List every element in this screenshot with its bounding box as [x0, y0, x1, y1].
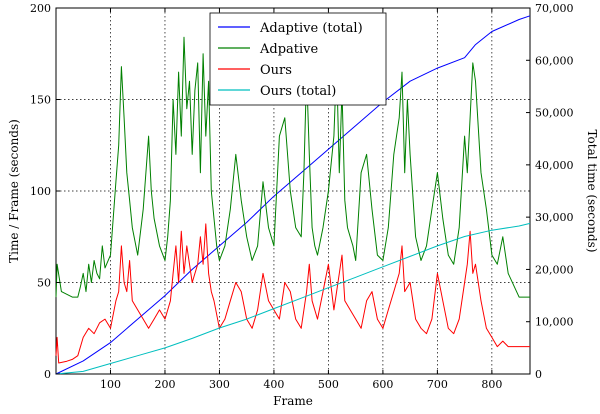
x-tick-label: 200	[154, 378, 175, 391]
x-tick-label: 800	[481, 378, 502, 391]
y-axis-label-right: Total time (seconds)	[585, 129, 599, 252]
y-axis-label-left: Time / Frame (seconds)	[7, 119, 21, 263]
series-line-ours-total	[55, 222, 531, 375]
y-tick-label-right: 40,000	[535, 159, 574, 172]
y-tick-label-right: 20,000	[535, 263, 574, 276]
y-tick-label-right: 50,000	[535, 107, 574, 120]
x-tick-label: 100	[100, 378, 121, 391]
x-tick-label: 400	[263, 378, 284, 391]
legend-label: Ours (total)	[260, 84, 336, 99]
x-tick-label: 600	[372, 378, 393, 391]
series-line-ours	[55, 223, 530, 364]
y-tick-label-left: 0	[44, 368, 51, 381]
x-axis-label: Frame	[273, 394, 313, 408]
y-tick-label-left: 150	[30, 94, 51, 107]
y-tick-label-right: 70,000	[535, 2, 574, 15]
y-tick-label-left: 200	[30, 2, 51, 15]
x-tick-label: 500	[318, 378, 339, 391]
x-tick-label: 300	[209, 378, 230, 391]
ticks-layer: 100 200 300 400 500 600 700 800 0 50 100 150 200 0 10,…	[30, 2, 574, 391]
legend-label: Ours	[260, 63, 292, 78]
legend-label: Adaptive (total)	[259, 21, 363, 36]
y-tick-label-left: 100	[30, 185, 51, 198]
y-tick-label-right: 30,000	[535, 211, 574, 224]
y-tick-label-right: 60,000	[535, 54, 574, 67]
x-tick-label: 700	[427, 378, 448, 391]
y-tick-label-right: 10,000	[535, 316, 574, 329]
series-line-adaptive-total	[55, 15, 531, 375]
y-tick-label-left: 50	[37, 277, 51, 290]
y-tick-label-right: 0	[535, 368, 542, 381]
legend: Adaptive (total) Adpative Ours Ours (total)	[209, 12, 387, 106]
legend-label: Adpative	[259, 42, 319, 57]
series-layer	[55, 15, 531, 375]
